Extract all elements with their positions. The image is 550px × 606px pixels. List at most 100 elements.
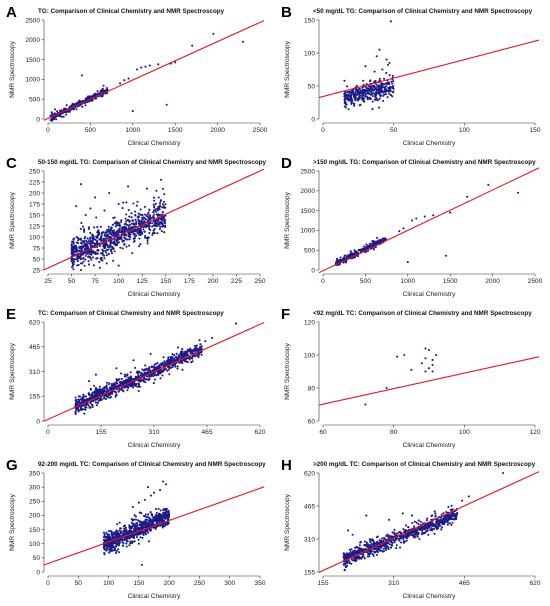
x-tick-label: 200 [164,580,175,587]
data-point [415,530,418,533]
data-point [133,534,136,537]
data-point [158,221,161,224]
data-point [146,525,149,528]
data-point [366,545,369,548]
data-point [148,64,151,67]
data-point [379,239,382,242]
data-point [142,216,145,219]
data-point [98,261,101,264]
data-point [90,248,93,251]
x-tick-label: 500 [85,127,96,134]
data-point [431,529,434,532]
x-tick-label: 50 [390,127,398,134]
data-point [107,389,110,392]
data-point [360,556,363,560]
y-tick-label: 2000 [25,37,40,44]
data-point [126,238,129,241]
data-point [417,519,420,522]
data-point [145,530,148,533]
data-point [350,93,353,96]
data-point [147,211,150,214]
data-point [370,86,373,89]
data-point [420,533,423,536]
data-point [398,537,401,540]
data-point [83,252,86,255]
data-point [71,107,74,110]
data-point [348,94,351,97]
data-point [383,86,386,89]
data-point [123,386,126,389]
data-point [117,551,121,554]
data-point [402,227,405,230]
data-point [146,486,149,489]
x-tick-label: 155 [95,429,106,436]
data-point [434,512,437,515]
data-point [383,77,386,80]
data-point [97,392,100,395]
data-point [82,404,85,407]
data-point [402,534,405,537]
x-tick-label: 50 [75,580,83,587]
data-point [137,371,140,374]
data-point [410,368,413,371]
data-point [117,221,120,224]
data-point [92,251,95,254]
data-point [102,245,105,248]
chart-panel-d: D >150 mg/dL TG: Comparison of Clinical C… [275,151,550,302]
data-point [96,257,99,260]
data-point [110,252,114,255]
data-point [122,239,126,242]
data-point [171,366,174,369]
data-point [87,380,91,383]
data-point [128,244,131,247]
data-point [125,226,128,229]
x-tick-label: 1000 [400,278,415,285]
data-point [115,545,118,548]
data-point [385,58,388,61]
data-point [399,546,402,549]
x-axis-label: Clinical Chemistry [128,291,181,298]
data-point [366,555,369,558]
data-point [447,506,450,509]
data-point [358,555,361,558]
data-point [385,85,388,88]
data-point [185,354,188,357]
data-point [159,214,162,217]
data-point [130,530,133,533]
y-tick-label: 100 [304,352,315,359]
data-point [467,495,470,498]
data-point [102,84,105,87]
data-point [387,548,390,551]
data-point [450,504,453,507]
data-point [112,247,115,250]
regression-line [319,356,539,406]
data-point [176,346,179,349]
chart-title: >200 mg/dL TC: Comparison of Clinical Ch… [313,461,536,468]
data-point [374,79,377,82]
data-point [355,89,358,92]
data-point [138,228,141,231]
data-point [181,350,184,353]
data-point [81,240,84,243]
data-point [378,97,381,100]
data-point [111,223,114,226]
data-point [149,369,152,372]
x-tick-label: 2000 [485,278,500,285]
data-point [361,91,364,94]
data-point [119,372,123,375]
data-point [145,218,148,221]
y-tick-label: 50 [308,83,316,90]
data-point [449,211,452,214]
data-point [380,544,383,547]
data-point [161,374,164,377]
data-point [154,202,157,205]
data-point [84,395,88,398]
data-point [105,262,108,265]
data-point [377,106,381,109]
data-point [150,512,153,515]
data-point [155,373,158,376]
data-point [387,535,390,538]
data-point [420,362,423,365]
data-point [75,250,79,253]
data-point [162,204,166,207]
